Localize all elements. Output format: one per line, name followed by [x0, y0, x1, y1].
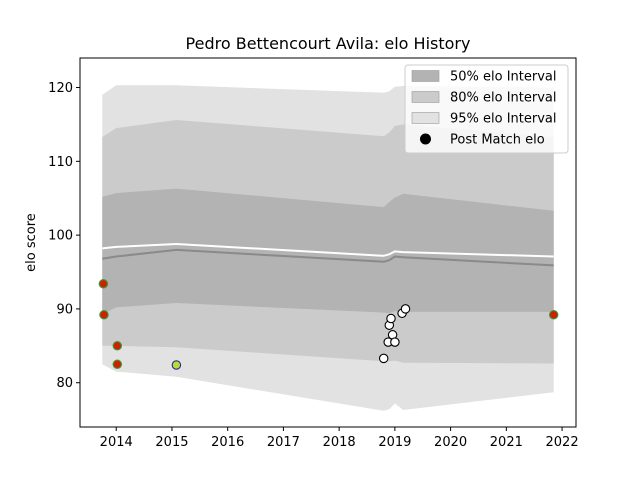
x-tick-label: 2022 [546, 435, 579, 450]
x-tick-label: 2018 [323, 435, 356, 450]
post-match-point [171, 360, 182, 370]
legend: 50% elo Interval 80% elo Interval 95% elo … [404, 64, 569, 154]
post-match-point [400, 304, 411, 314]
interval-band-2 [102, 188, 554, 315]
center-lines [102, 242, 554, 267]
post-match-point [378, 353, 389, 364]
x-tick-label: 2020 [434, 435, 467, 450]
post-match-point [548, 310, 559, 320]
legend-label: 95% elo Interval [450, 112, 557, 127]
x-tick-label: 2021 [490, 435, 523, 450]
post-match-point [386, 313, 396, 324]
legend-swatch [411, 91, 440, 103]
y-tick-label: 90 [56, 302, 73, 317]
plot-area [102, 85, 554, 411]
legend-swatch [411, 70, 440, 82]
x-tick-label: 2014 [100, 435, 133, 450]
post-match-point [112, 359, 123, 370]
interval-bands [102, 85, 554, 411]
post-match-point [112, 341, 123, 351]
y-tick-label: 120 [48, 81, 73, 96]
post-match-points [98, 279, 559, 370]
legend-label: 80% elo Interval [450, 91, 557, 106]
median-line [102, 248, 554, 267]
mean-line [102, 242, 554, 258]
post-match-point [99, 310, 109, 320]
x-tick-label: 2016 [211, 435, 244, 450]
x-tick-label: 2015 [155, 435, 188, 450]
post-match-point [390, 337, 400, 347]
y-axis: 80 90 100 110 120 [48, 81, 80, 391]
legend-box [404, 64, 569, 154]
axes-frame [79, 57, 577, 428]
legend-label: 50% elo Interval [450, 70, 557, 85]
y-tick-label: 100 [48, 229, 73, 244]
legend-swatch [411, 112, 440, 124]
legend-marker [420, 133, 431, 145]
post-match-point [98, 279, 109, 289]
chart-title: Pedro Bettencourt Avila: elo History [186, 34, 471, 53]
x-axis: 2014 2015 2016 2017 2018 2019 2020 2021 2022 [100, 427, 579, 450]
y-axis-label: elo score [24, 213, 39, 272]
x-tick-label: 2017 [267, 435, 300, 450]
y-tick-label: 80 [56, 376, 73, 391]
y-tick-label: 110 [48, 155, 73, 170]
legend-label: Post Match elo [450, 133, 545, 148]
x-tick-label: 2019 [378, 435, 411, 450]
